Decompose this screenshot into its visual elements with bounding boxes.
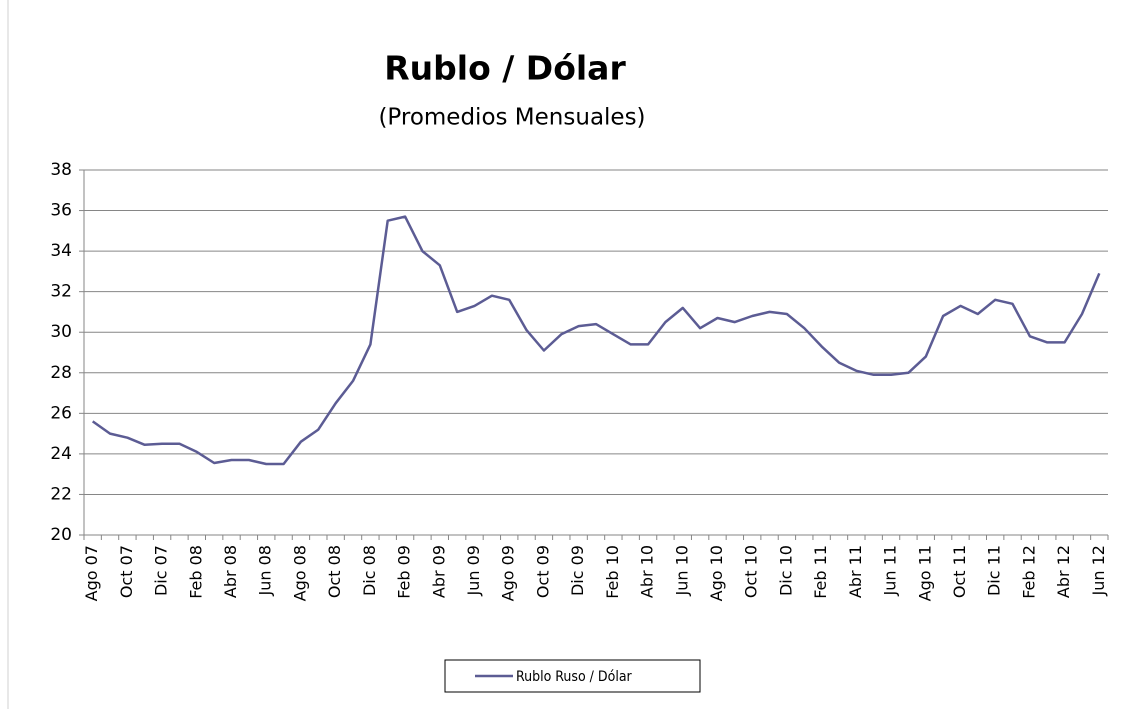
- x-tick-label: Abr 09: [429, 545, 448, 598]
- y-tick-label: 38: [50, 160, 72, 180]
- x-tick-label: Oct 10: [742, 545, 761, 598]
- x-tick-label: Oct 07: [117, 545, 136, 598]
- legend-label: Rublo Ruso / Dólar: [516, 669, 633, 685]
- legend: [444, 659, 701, 693]
- y-tick-label: 32: [50, 282, 72, 302]
- y-tick-label: 26: [50, 403, 72, 423]
- x-tick-label: Oct 09: [533, 545, 552, 598]
- x-tick-label: Ago 08: [290, 545, 309, 601]
- x-tick-label: Feb 09: [395, 545, 414, 599]
- x-tick-label: Feb 11: [811, 545, 830, 599]
- x-tick-label: Ago 11: [915, 545, 934, 601]
- x-tick-label: Dic 11: [985, 545, 1004, 596]
- x-tick-label: Abr 12: [1054, 545, 1073, 598]
- x-tick-label: Feb 10: [603, 545, 622, 599]
- y-tick-label: 30: [50, 322, 72, 342]
- x-tick-label: Jun 11: [881, 545, 900, 596]
- x-tick-label: Jun 08: [256, 545, 275, 596]
- chart-title: Rublo / Dólar: [384, 49, 626, 88]
- x-tick-label: Feb 08: [186, 545, 205, 599]
- chart-subtitle: (Promedios Mensuales): [378, 105, 645, 131]
- x-tick-label: Abr 10: [638, 545, 657, 598]
- y-tick-label: 22: [50, 484, 72, 504]
- x-tick-label: Ago 09: [499, 545, 518, 601]
- x-tick-label: Jun 09: [464, 545, 483, 596]
- x-tick-label: Feb 12: [1019, 545, 1038, 599]
- x-tick-label: Ago 07: [82, 545, 101, 601]
- x-tick-label: Abr 11: [846, 545, 865, 598]
- line: [91, 215, 1101, 466]
- x-tick-label: Ago 10: [707, 545, 726, 601]
- y-tick-label: 36: [50, 201, 72, 221]
- y-tick-label: 24: [50, 444, 72, 464]
- x-tick-label: Dic 07: [152, 545, 171, 596]
- x-tick-label: Dic 08: [360, 545, 379, 596]
- x-tick-label: Oct 11: [950, 545, 969, 598]
- x-tick-label: Oct 08: [325, 545, 344, 598]
- x-tick-label: Jun 10: [672, 545, 691, 596]
- x-tick-label: Jun 12: [1089, 545, 1108, 596]
- x-tick-label: Dic 09: [568, 545, 587, 596]
- y-tick-label: 20: [50, 525, 72, 545]
- y-tick-label: 28: [50, 363, 72, 383]
- x-tick-label: Abr 08: [221, 545, 240, 598]
- x-tick-label: Dic 10: [776, 545, 795, 596]
- y-tick-label: 34: [50, 241, 72, 261]
